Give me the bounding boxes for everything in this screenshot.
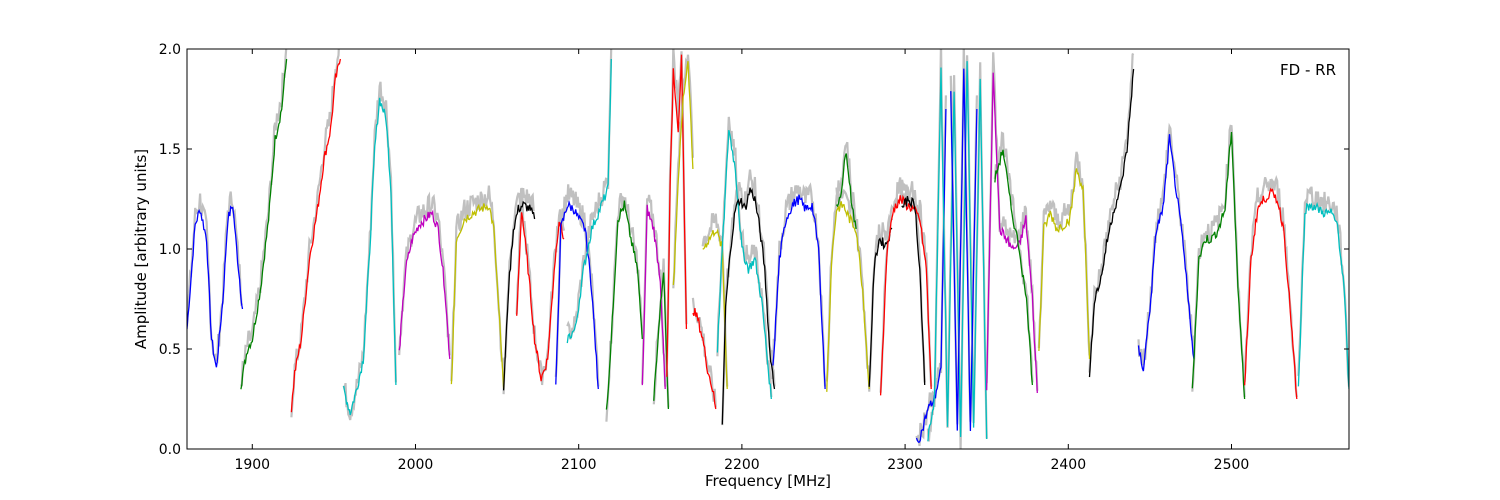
series-segment-14 (672, 61, 694, 285)
background-trace-21 (835, 141, 858, 226)
x-tick-label: 2200 (724, 457, 760, 473)
background-trace-1 (239, 49, 288, 387)
series-segment-30 (1038, 168, 1091, 360)
x-tick-label: 2100 (561, 457, 597, 473)
background-trace-29 (993, 131, 1034, 383)
plot-background (187, 49, 1349, 449)
series-segment-17 (716, 130, 772, 400)
series-segment-35 (1297, 201, 1349, 390)
series-segment-2 (290, 58, 342, 413)
series-segment-27 (950, 68, 978, 432)
background-trace-9 (566, 49, 613, 340)
series-segment-20 (826, 201, 870, 392)
series-segment-15 (692, 308, 717, 410)
series-segment-8 (555, 199, 599, 390)
y-axis-label: Amplitude [arbitrary units] (132, 149, 150, 349)
series-segment-11 (641, 204, 666, 390)
background-trace-3 (342, 81, 397, 421)
series-segment-24 (901, 195, 926, 386)
series-segment-31 (1088, 68, 1135, 378)
y-tick-label: 0.5 (159, 342, 181, 358)
x-tick-label: 2000 (398, 457, 434, 473)
series-segment-6 (502, 200, 536, 391)
y-tick-label: 1.5 (159, 142, 181, 158)
background-trace-30 (1037, 151, 1091, 356)
background-trace-20 (825, 188, 871, 387)
x-tick-label: 2400 (1050, 457, 1086, 473)
series-segment-5 (450, 203, 505, 390)
series-segment-28 (986, 72, 1038, 394)
x-tick-label: 1900 (234, 457, 270, 473)
x-tick-label: 2300 (887, 457, 923, 473)
y-tick-label: 2.0 (159, 42, 181, 58)
series-segment-3 (343, 97, 397, 416)
series-segment-34 (1243, 187, 1298, 400)
y-tick-label: 1.0 (159, 242, 181, 258)
series-segment-13 (666, 54, 688, 377)
background-trace-34 (1243, 174, 1298, 398)
x-axis-label: Frequency [MHz] (705, 472, 831, 490)
y-axis: 0.0 0.5 1.0 1.5 2.0 (159, 42, 1349, 458)
background-trace-8 (554, 184, 600, 387)
series-segment-4 (398, 209, 451, 360)
x-tick-label: 2500 (1214, 457, 1250, 473)
series-segment-1 (240, 58, 288, 390)
series-segment-16 (702, 228, 728, 390)
series-segment-33 (1191, 131, 1246, 400)
y-tick-label: 0.0 (159, 442, 181, 458)
series-segment-10 (605, 200, 643, 410)
series-segment-25 (915, 108, 947, 443)
series-segment-0 (187, 205, 244, 368)
series-segment-18 (721, 187, 776, 425)
series-segment-9 (566, 58, 612, 344)
series-segment-26 (927, 61, 988, 442)
series-segment-7 (516, 212, 565, 382)
series-segment-21 (835, 153, 857, 230)
series-segment-12 (653, 272, 670, 410)
series-layer (187, 54, 1349, 443)
x-axis: 1900 2000 2100 2200 2300 2400 2500 (234, 49, 1249, 473)
background-trace-18 (721, 169, 776, 426)
series-segment-29 (994, 149, 1034, 386)
series-segment-32 (1137, 134, 1195, 372)
plot-annotation: FD - RR (1280, 61, 1336, 79)
series-segment-19 (772, 194, 826, 390)
background-trace-31 (1088, 52, 1135, 373)
